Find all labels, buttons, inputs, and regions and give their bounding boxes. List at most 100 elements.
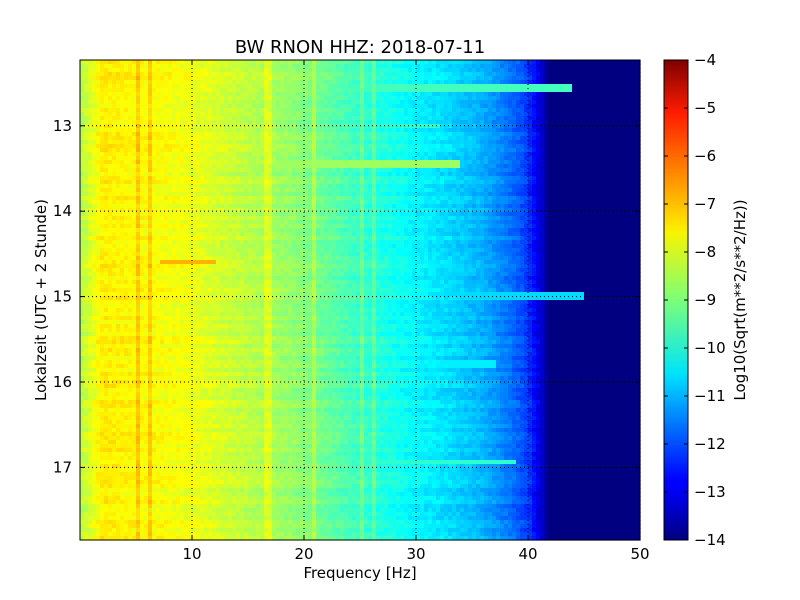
heatmap-cell [304, 72, 309, 77]
heatmap-cell [472, 100, 477, 105]
heatmap-cell [516, 76, 521, 81]
heatmap-cell [512, 140, 517, 145]
heatmap-cell [624, 148, 629, 153]
heatmap-cell [308, 152, 313, 157]
heatmap-cell [152, 68, 157, 73]
heatmap-cell [280, 60, 285, 65]
heatmap-cell [112, 96, 117, 101]
heatmap-cell [212, 192, 217, 197]
heatmap-cell [88, 120, 93, 125]
heatmap-cell [624, 112, 629, 117]
heatmap-cell [176, 168, 181, 173]
heatmap-cell [92, 176, 97, 181]
heatmap-cell [216, 92, 221, 97]
heatmap-cell [332, 172, 337, 177]
heatmap-cell [348, 116, 353, 121]
heatmap-cell [156, 136, 161, 141]
heatmap-cell [584, 176, 589, 181]
heatmap-cell [164, 172, 169, 177]
heatmap-cell [480, 132, 485, 137]
heatmap-cell [520, 60, 525, 65]
heatmap-cell [288, 184, 293, 189]
heatmap-cell [120, 104, 125, 109]
heatmap-cell [496, 88, 501, 93]
heatmap-cell [424, 168, 429, 173]
heatmap-cell [180, 116, 185, 121]
heatmap-cell [356, 108, 361, 113]
heatmap-cell [132, 156, 137, 161]
heatmap-cell [544, 124, 549, 129]
heatmap-cell [172, 180, 177, 185]
heatmap-cell [280, 140, 285, 145]
heatmap-cell [624, 188, 629, 193]
heatmap-cell [320, 180, 325, 185]
heatmap-cell [552, 124, 557, 129]
heatmap-cell [552, 136, 557, 141]
heatmap-cell [88, 96, 93, 101]
heatmap-cell [552, 152, 557, 157]
heatmap-cell [508, 100, 513, 105]
heatmap-cell [84, 128, 89, 133]
heatmap-cell [452, 72, 457, 77]
heatmap-cell [316, 64, 321, 69]
heatmap-cell [324, 100, 329, 105]
heatmap-cell [260, 88, 265, 93]
heatmap-cell [456, 180, 461, 185]
heatmap-cell [268, 88, 273, 93]
heatmap-cell [256, 132, 261, 137]
heatmap-cell [500, 196, 505, 201]
heatmap-cell [600, 152, 605, 157]
heatmap-cell [420, 172, 425, 177]
heatmap-cell [480, 164, 485, 169]
heatmap-cell [132, 176, 137, 181]
heatmap-cell [524, 180, 529, 185]
heatmap-cell [196, 88, 201, 93]
heatmap-cell [404, 196, 409, 201]
heatmap-cell [316, 92, 321, 97]
heatmap-cell [316, 200, 321, 205]
heatmap-cell [316, 192, 321, 197]
heatmap-cell [556, 152, 561, 157]
heatmap-cell [136, 160, 141, 165]
heatmap-cell [224, 64, 229, 69]
heatmap-cell [532, 192, 537, 197]
heatmap-cell [336, 140, 341, 145]
heatmap-cell [416, 164, 421, 169]
heatmap-cell [168, 132, 173, 137]
heatmap-cell [332, 196, 337, 201]
heatmap-cell [400, 188, 405, 193]
heatmap-cell [420, 144, 425, 149]
heatmap-cell [468, 144, 473, 149]
heatmap-cell [216, 164, 221, 169]
heatmap-cell [308, 84, 313, 89]
heatmap-cell [288, 148, 293, 153]
heatmap-cell [580, 160, 585, 165]
heatmap-cell [248, 156, 253, 161]
heatmap-cell [276, 156, 281, 161]
heatmap-cell [320, 156, 325, 161]
heatmap-cell [460, 128, 465, 133]
heatmap-cell [104, 172, 109, 177]
heatmap-cell [208, 104, 213, 109]
heatmap-cell [168, 84, 173, 89]
heatmap-cell [544, 196, 549, 201]
heatmap-cell [444, 100, 449, 105]
heatmap-cell [128, 196, 133, 201]
heatmap-cell [372, 128, 377, 133]
heatmap-cell [596, 152, 601, 157]
heatmap-cell [84, 124, 89, 129]
heatmap-cell [376, 148, 381, 153]
heatmap-cell [148, 92, 153, 97]
heatmap-cell [336, 156, 341, 161]
heatmap-cell [116, 176, 121, 181]
heatmap-cell [316, 132, 321, 137]
heatmap-cell [328, 84, 333, 89]
heatmap-cell [372, 180, 377, 185]
heatmap-cell [480, 160, 485, 165]
heatmap-cell [380, 184, 385, 189]
heatmap-cell [512, 60, 517, 65]
heatmap-cell [464, 68, 469, 73]
heatmap-cell [140, 132, 145, 137]
heatmap-cell [440, 124, 445, 129]
heatmap-cell [192, 196, 197, 201]
